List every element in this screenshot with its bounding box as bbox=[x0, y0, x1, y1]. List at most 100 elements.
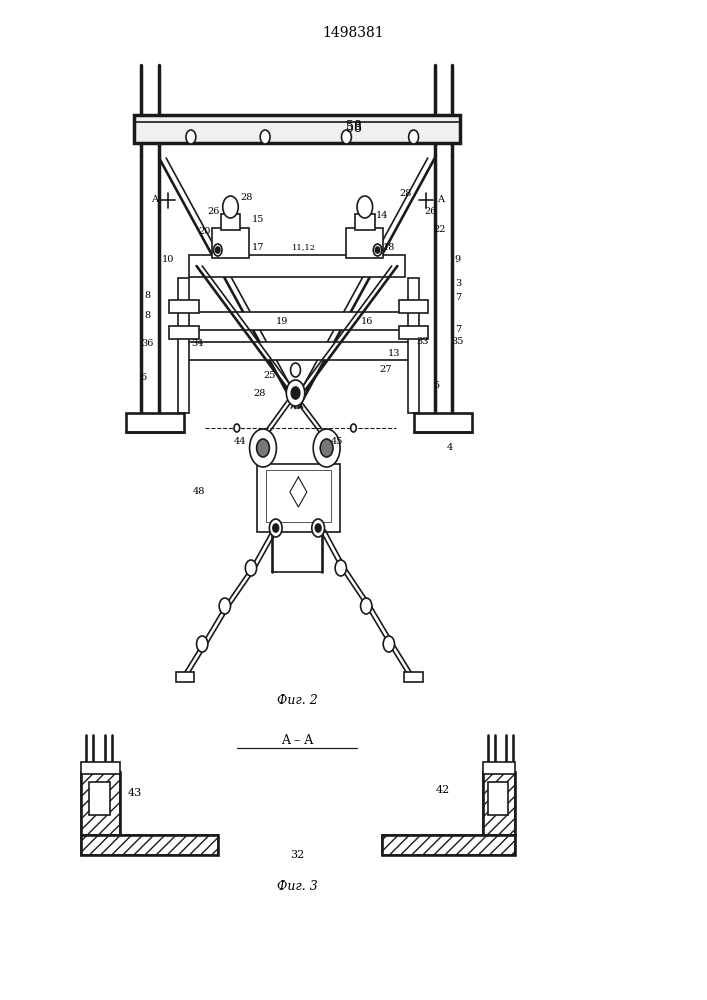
Circle shape bbox=[383, 636, 395, 652]
Bar bbox=[212, 228, 249, 258]
Bar bbox=[182, 312, 413, 330]
Bar bbox=[126, 413, 184, 432]
Bar bbox=[169, 326, 199, 339]
Circle shape bbox=[245, 560, 257, 576]
Bar bbox=[182, 342, 413, 360]
Text: 13: 13 bbox=[387, 350, 400, 359]
Text: 26: 26 bbox=[424, 207, 437, 216]
Text: 58: 58 bbox=[346, 120, 361, 133]
Bar bbox=[221, 214, 240, 230]
Text: 16: 16 bbox=[361, 318, 373, 326]
Text: 28: 28 bbox=[399, 188, 412, 198]
Text: 6: 6 bbox=[140, 372, 146, 381]
Bar bbox=[399, 300, 428, 313]
Circle shape bbox=[351, 424, 356, 432]
Bar bbox=[483, 762, 515, 774]
Circle shape bbox=[234, 424, 240, 432]
Text: 44: 44 bbox=[233, 436, 246, 446]
Text: 28: 28 bbox=[240, 192, 253, 202]
Bar bbox=[134, 115, 460, 143]
Circle shape bbox=[312, 519, 325, 537]
Text: 8: 8 bbox=[144, 312, 151, 320]
Text: 28: 28 bbox=[253, 388, 266, 397]
Circle shape bbox=[260, 130, 270, 144]
Circle shape bbox=[320, 439, 333, 457]
Bar bbox=[81, 835, 218, 855]
Circle shape bbox=[223, 196, 238, 218]
Text: A: A bbox=[437, 196, 444, 205]
Circle shape bbox=[341, 130, 351, 144]
Text: 10: 10 bbox=[161, 254, 174, 263]
Text: 5: 5 bbox=[433, 381, 440, 390]
Text: 35: 35 bbox=[451, 338, 464, 347]
Text: Фиг. 2: Фиг. 2 bbox=[276, 694, 317, 706]
Text: 58: 58 bbox=[346, 122, 361, 135]
Text: 27: 27 bbox=[379, 365, 392, 374]
Bar bbox=[257, 464, 340, 532]
Text: 26: 26 bbox=[207, 208, 220, 217]
Circle shape bbox=[409, 130, 419, 144]
Text: 32: 32 bbox=[290, 850, 304, 860]
Bar bbox=[404, 672, 423, 682]
Circle shape bbox=[286, 380, 305, 406]
Circle shape bbox=[291, 363, 300, 377]
Text: 1498381: 1498381 bbox=[322, 26, 385, 40]
Text: 4: 4 bbox=[447, 442, 453, 452]
Text: 15: 15 bbox=[252, 215, 264, 224]
Circle shape bbox=[375, 247, 380, 253]
Bar bbox=[266, 470, 331, 522]
Circle shape bbox=[250, 429, 276, 467]
Circle shape bbox=[273, 524, 279, 532]
Bar bbox=[399, 326, 428, 339]
Text: 36: 36 bbox=[141, 340, 154, 349]
Text: 33: 33 bbox=[416, 338, 429, 347]
Text: 20: 20 bbox=[198, 228, 211, 236]
Text: 34: 34 bbox=[191, 340, 204, 349]
Text: 25: 25 bbox=[263, 370, 276, 379]
Circle shape bbox=[373, 244, 382, 256]
Circle shape bbox=[357, 196, 373, 218]
Text: 9: 9 bbox=[454, 255, 460, 264]
Circle shape bbox=[269, 519, 282, 537]
Bar bbox=[89, 782, 110, 815]
Text: Фиг. 3: Фиг. 3 bbox=[276, 880, 317, 892]
Bar bbox=[189, 255, 405, 277]
Text: 45: 45 bbox=[331, 436, 344, 446]
Circle shape bbox=[313, 429, 340, 467]
Bar bbox=[382, 835, 515, 855]
Circle shape bbox=[335, 560, 346, 576]
Text: A: A bbox=[151, 196, 158, 205]
Circle shape bbox=[214, 244, 222, 256]
Circle shape bbox=[257, 439, 269, 457]
Text: 7: 7 bbox=[455, 294, 462, 302]
Bar bbox=[483, 772, 515, 835]
Bar bbox=[483, 772, 515, 835]
Bar bbox=[81, 762, 120, 774]
Text: 3: 3 bbox=[455, 278, 462, 288]
Text: 11,12: 11,12 bbox=[292, 243, 316, 251]
Bar bbox=[169, 300, 199, 313]
Text: 48: 48 bbox=[193, 487, 206, 495]
Circle shape bbox=[197, 636, 208, 652]
Bar bbox=[176, 672, 194, 682]
Text: 42: 42 bbox=[436, 785, 450, 795]
Circle shape bbox=[291, 387, 300, 399]
Text: 22: 22 bbox=[433, 225, 446, 233]
Text: 8: 8 bbox=[144, 290, 151, 300]
Bar bbox=[81, 772, 120, 835]
Bar bbox=[81, 835, 218, 855]
Circle shape bbox=[315, 524, 321, 532]
Text: 17: 17 bbox=[252, 242, 264, 251]
Circle shape bbox=[361, 598, 372, 614]
Bar bbox=[178, 278, 189, 413]
Bar bbox=[488, 782, 508, 815]
Circle shape bbox=[186, 130, 196, 144]
Text: 7: 7 bbox=[455, 326, 462, 334]
Bar bbox=[355, 214, 375, 230]
Text: 43: 43 bbox=[127, 788, 141, 798]
Text: 19: 19 bbox=[276, 318, 288, 326]
Circle shape bbox=[216, 247, 220, 253]
Bar bbox=[346, 228, 383, 258]
Bar bbox=[414, 413, 472, 432]
Bar bbox=[408, 278, 419, 413]
